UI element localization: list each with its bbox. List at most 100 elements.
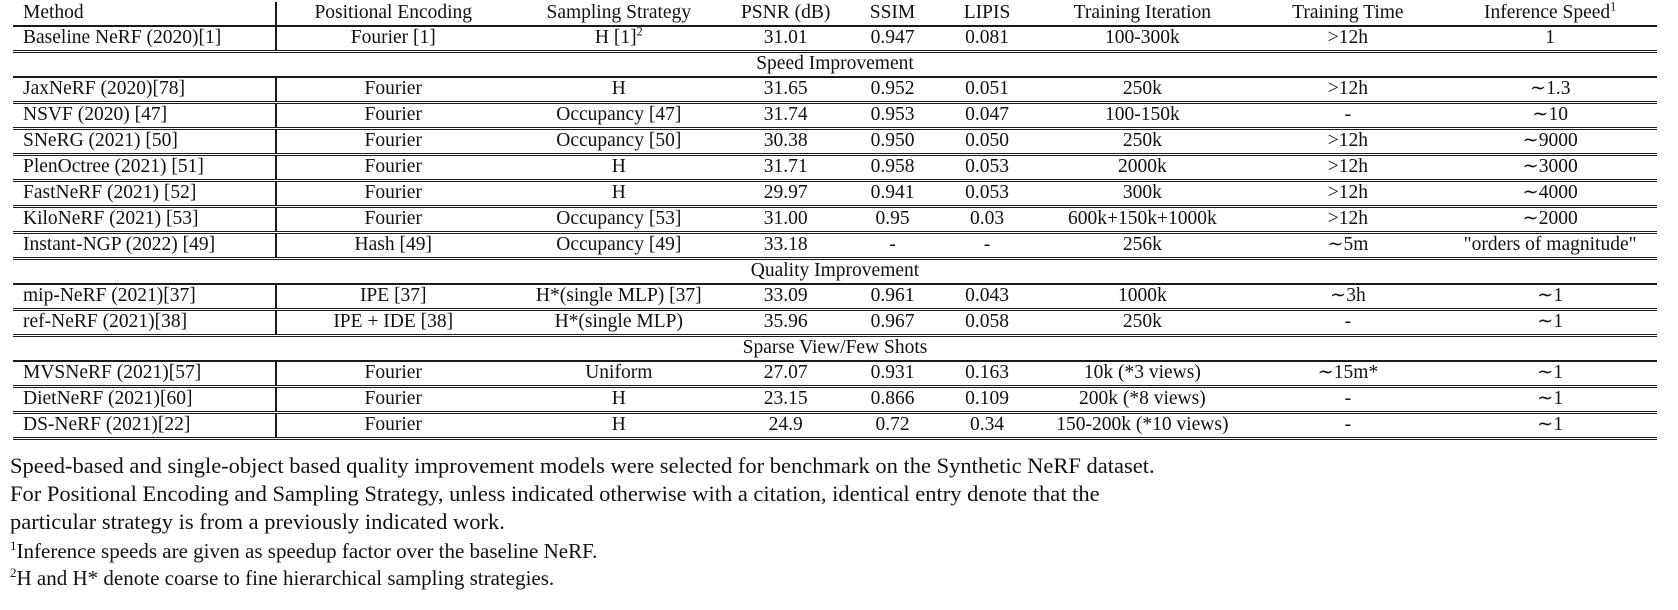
cell: 600k+150k+1000k — [1032, 206, 1253, 234]
cell: mip-NeRF (2021)[37] — [13, 284, 278, 311]
section-header-row: Sparse View/Few Shots — [13, 335, 1657, 362]
cell: 30.38 — [728, 128, 844, 156]
cell: 31.00 — [728, 206, 844, 234]
cell: Occupancy [47] — [509, 102, 729, 130]
footnote-inference-speed: 1Inference speeds are given as speedup f… — [10, 538, 1678, 565]
cell: - — [941, 232, 1033, 260]
cell: DietNeRF (2021)[60] — [13, 386, 278, 414]
cell: 0.950 — [843, 128, 942, 156]
cell: 250k — [1032, 309, 1253, 337]
footnote-marker: 1 — [10, 538, 17, 553]
cell: >12h — [1252, 128, 1444, 156]
section-header-row: Speed Improvement — [13, 51, 1657, 78]
cell: ∼3000 — [1443, 154, 1657, 182]
cell: 31.65 — [728, 77, 844, 104]
cell: 23.15 — [728, 386, 844, 414]
cell: ∼5m — [1252, 232, 1444, 260]
cell: PlenOctree (2021) [51] — [13, 154, 278, 182]
cell: Fourier — [276, 77, 510, 104]
footnote-text: Inference speeds are given as speedup fa… — [16, 539, 598, 563]
table-row: NSVF (2020) [47] Fourier Occupancy [47] 31.… — [13, 102, 1657, 130]
cell: 0.931 — [843, 361, 942, 388]
column-header: Inference Speed1 — [1443, 2, 1657, 27]
cell: 0.051 — [941, 77, 1033, 104]
cell: 1000k — [1032, 284, 1253, 311]
benchmark-table: Method Positional Encoding Sampling Strate… — [13, 2, 1657, 440]
table-head: Method Positional Encoding Sampling Strate… — [13, 2, 1657, 27]
cell: 100-150k — [1032, 102, 1253, 130]
table-row: MVSNeRF (2021)[57] Fourier Uniform 27.07 0.9… — [13, 361, 1657, 388]
table-row: Instant-NGP (2022) [49] Hash [49] Occupanc… — [13, 232, 1657, 260]
cell: - — [1252, 412, 1444, 440]
cell: 2000k — [1032, 154, 1253, 182]
cell: H [1]2 — [509, 26, 729, 53]
cell: 0.043 — [941, 284, 1033, 311]
cell: >12h — [1252, 206, 1444, 234]
cell: H — [509, 154, 729, 182]
table-row: FastNeRF (2021) [52] Fourier H 29.97 0.941 0.… — [13, 180, 1657, 208]
cell: Fourier — [276, 386, 510, 414]
table-row: SNeRG (2021) [50] Fourier Occupancy [50] 30… — [13, 128, 1657, 156]
cell: Instant-NGP (2022) [49] — [13, 232, 278, 260]
table-row: Baseline NeRF (2020)[1] Fourier [1] H [1]2… — [13, 26, 1657, 53]
cell: JaxNeRF (2020)[78] — [13, 77, 278, 104]
cell: DS-NeRF (2021)[22] — [13, 412, 278, 440]
cell: ∼4000 — [1443, 180, 1657, 208]
cell: 256k — [1032, 232, 1253, 260]
cell: 0.72 — [843, 412, 942, 440]
cell: ∼1.3 — [1443, 77, 1657, 104]
table-row: JaxNeRF (2020)[78] Fourier H 31.65 0.952 0.05… — [13, 77, 1657, 104]
cell: 1 — [1443, 26, 1657, 53]
cell: 250k — [1032, 128, 1253, 156]
cell: Fourier [1] — [276, 26, 510, 53]
table-footnotes: 1Inference speeds are given as speedup f… — [10, 538, 1678, 592]
cell: Hash [49] — [276, 232, 510, 260]
cell: 33.18 — [728, 232, 844, 260]
column-header: PSNR (dB) — [728, 2, 844, 27]
cell: Uniform — [509, 361, 729, 388]
cell: ∼3h — [1252, 284, 1444, 311]
cell: Baseline NeRF (2020)[1] — [13, 26, 278, 53]
column-header: LIPIS — [941, 2, 1033, 27]
superscript: 2 — [636, 26, 643, 39]
cell: 29.97 — [728, 180, 844, 208]
section-title: Quality Improvement — [13, 258, 1657, 285]
cell: 0.163 — [941, 361, 1033, 388]
cell: H*(single MLP) — [509, 309, 729, 337]
cell: 24.9 — [728, 412, 844, 440]
cell: ∼10 — [1443, 102, 1657, 130]
cell: H — [509, 386, 729, 414]
cell: 0.952 — [843, 77, 942, 104]
cell: - — [1252, 102, 1444, 130]
footnote-marker: 2 — [10, 565, 17, 580]
cell: Fourier — [276, 206, 510, 234]
column-header: Positional Encoding — [276, 2, 510, 27]
table-row: DietNeRF (2021)[60] Fourier H 23.15 0.866 0.1… — [13, 386, 1657, 414]
cell: 0.953 — [843, 102, 942, 130]
cell: - — [843, 232, 942, 260]
cell: ∼1 — [1443, 309, 1657, 337]
caption-line: Speed-based and single-object based qual… — [10, 453, 1155, 478]
cell: Fourier — [276, 361, 510, 388]
superscript: 1 — [1610, 2, 1617, 14]
cell: - — [1252, 386, 1444, 414]
cell: ref-NeRF (2021)[38] — [13, 309, 278, 337]
column-header: Training Iteration — [1032, 2, 1253, 27]
cell: 0.958 — [843, 154, 942, 182]
caption-line: particular strategy is from a previously… — [10, 509, 505, 534]
cell: 31.01 — [728, 26, 844, 53]
cell: >12h — [1252, 26, 1444, 53]
cell: 200k (*8 views) — [1032, 386, 1253, 414]
cell: 35.96 — [728, 309, 844, 337]
cell: 150-200k (*10 views) — [1032, 412, 1253, 440]
cell: H*(single MLP) [37] — [509, 284, 729, 311]
column-header: Method — [13, 2, 278, 27]
cell: KiloNeRF (2021) [53] — [13, 206, 278, 234]
cell: 0.047 — [941, 102, 1033, 130]
cell: IPE [37] — [276, 284, 510, 311]
section-title: Speed Improvement — [13, 51, 1657, 78]
cell: 0.053 — [941, 154, 1033, 182]
cell: FastNeRF (2021) [52] — [13, 180, 278, 208]
cell: "orders of magnitude" — [1443, 232, 1657, 260]
